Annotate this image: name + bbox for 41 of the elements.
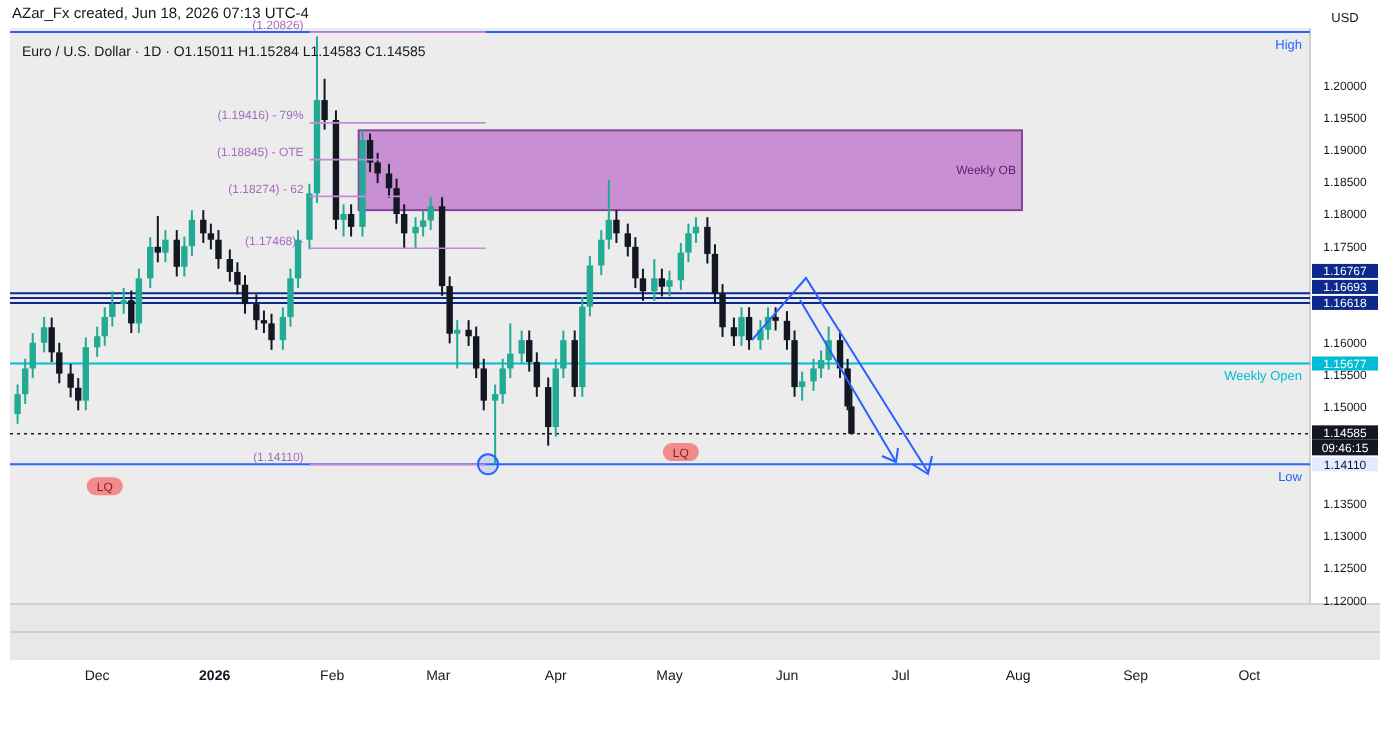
candlestick bbox=[480, 357, 487, 412]
candlestick bbox=[518, 329, 525, 365]
candlestick bbox=[472, 325, 480, 380]
candlestick bbox=[40, 315, 48, 354]
candlestick bbox=[120, 287, 127, 315]
candlestick bbox=[491, 383, 499, 466]
candlestick bbox=[605, 178, 613, 251]
candlestick bbox=[154, 214, 162, 264]
candlestick bbox=[29, 332, 36, 380]
candlestick bbox=[810, 357, 817, 392]
candlestick bbox=[147, 236, 154, 289]
candlestick bbox=[253, 293, 260, 331]
candlestick bbox=[241, 274, 249, 315]
candlestick bbox=[347, 203, 355, 238]
candlestick bbox=[730, 316, 738, 347]
candlestick bbox=[666, 269, 673, 298]
candlestick bbox=[427, 195, 434, 232]
candlestick bbox=[738, 306, 745, 347]
candlestick bbox=[268, 312, 275, 351]
candlestick bbox=[340, 203, 347, 238]
candlestick bbox=[215, 229, 222, 270]
candlestick bbox=[135, 267, 143, 335]
candlestick bbox=[93, 325, 101, 358]
candlestick bbox=[162, 229, 169, 264]
candlestick bbox=[651, 258, 658, 302]
candlestick bbox=[454, 319, 461, 370]
candlestick bbox=[200, 209, 207, 244]
candlestick bbox=[533, 351, 541, 398]
candlestick bbox=[658, 267, 666, 298]
candlestick bbox=[173, 229, 180, 278]
candlestick bbox=[366, 132, 374, 174]
candlestick bbox=[598, 229, 605, 277]
candlestick bbox=[772, 306, 779, 332]
candlestick bbox=[798, 370, 806, 402]
candlestick bbox=[526, 329, 533, 373]
candlestick bbox=[412, 216, 419, 250]
candlestick bbox=[571, 329, 578, 398]
candlestick bbox=[321, 77, 328, 131]
candlestick bbox=[745, 306, 753, 351]
candlestick bbox=[128, 289, 135, 335]
candlestick bbox=[613, 209, 620, 244]
